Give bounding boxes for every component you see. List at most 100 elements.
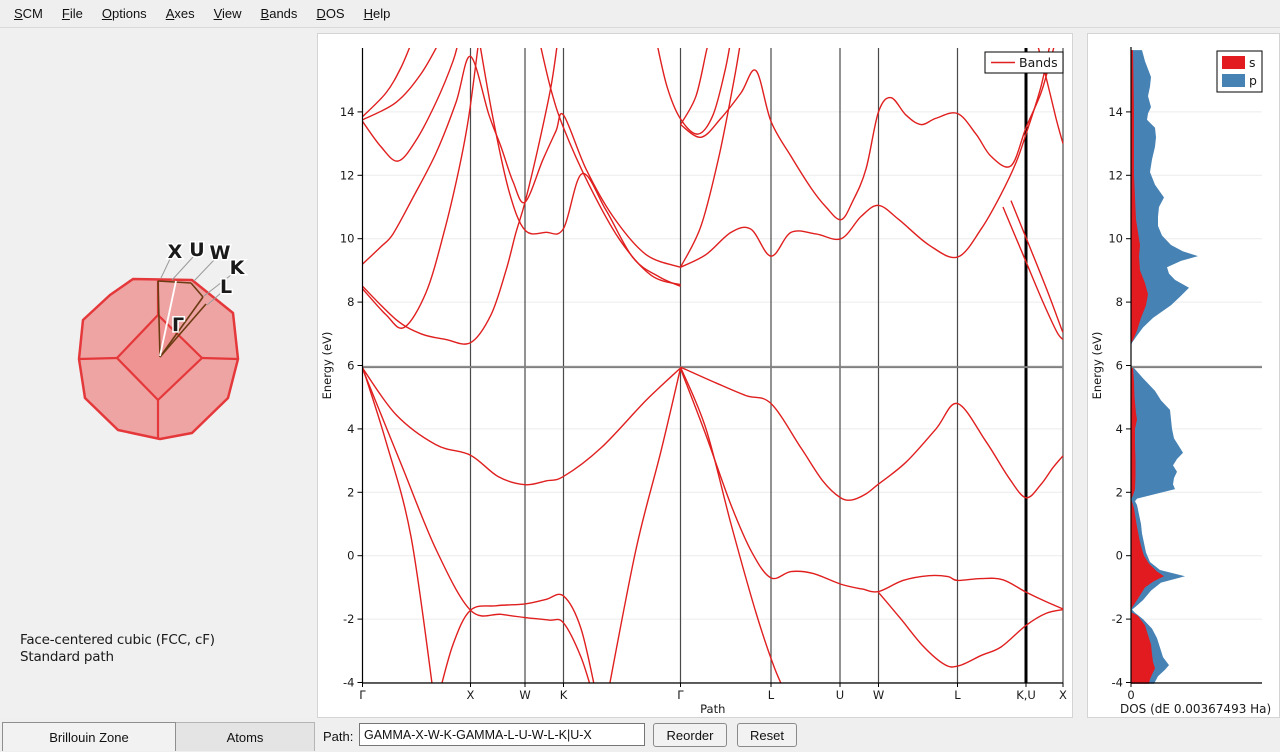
- dos-panel: 14 12 10 8 6 4 2 0 -2 -4 Energy (eV) 0 DOS (dE 0.003…: [1087, 33, 1280, 718]
- band-line: [680, 48, 1050, 268]
- band-plot-area: 14 12 10 8 6 4 2 0 -2 -4 Energy (eV) Γ X W K Γ L U W L K,U X P…: [320, 48, 1067, 716]
- svg-text:W: W: [873, 688, 884, 702]
- tab-atoms[interactable]: Atoms: [176, 722, 315, 751]
- band-structure-plot[interactable]: 14 12 10 8 6 4 2 0 -2 -4 Energy (eV) Γ X W K Γ L U W L K,U X P…: [318, 34, 1072, 717]
- dos-p-area: [1131, 50, 1198, 684]
- band-line: [362, 48, 458, 162]
- k-path-highlight-line: [159, 280, 177, 357]
- band-line: [680, 366, 1064, 501]
- svg-text:K: K: [560, 688, 568, 702]
- svg-text:4: 4: [347, 422, 354, 436]
- svg-text:12: 12: [1108, 168, 1123, 182]
- svg-text:p: p: [1249, 73, 1257, 88]
- svg-text:10: 10: [340, 232, 355, 246]
- dos-s-area: [1131, 50, 1164, 684]
- band-line: [1002, 206, 1064, 341]
- band-line: [362, 48, 479, 329]
- band-line: [362, 48, 558, 345]
- svg-text:Energy (eV): Energy (eV): [1090, 332, 1104, 400]
- svg-text:-2: -2: [1112, 612, 1123, 626]
- bz-label-L: L: [220, 276, 232, 298]
- svg-text:s: s: [1249, 55, 1256, 70]
- path-type-label: Standard path: [20, 649, 114, 665]
- svg-text:0: 0: [1116, 549, 1123, 563]
- k-path-line: [159, 303, 207, 358]
- svg-text:0: 0: [347, 549, 354, 563]
- band-line: [679, 368, 1064, 610]
- reset-button[interactable]: Reset: [737, 723, 797, 747]
- brillouin-zone-canvas[interactable]: X U WKL Γ: [0, 28, 317, 718]
- svg-text:-4: -4: [343, 676, 354, 690]
- band-structure-panel: 14 12 10 8 6 4 2 0 -2 -4 Energy (eV) Γ X W K Γ L U W L K,U X P…: [317, 33, 1073, 718]
- path-input[interactable]: [359, 723, 645, 746]
- band-line: [657, 48, 731, 135]
- band-line: [1010, 200, 1064, 333]
- band-lines: [362, 48, 1064, 683]
- svg-text:6: 6: [347, 359, 354, 373]
- svg-text:L: L: [954, 688, 961, 702]
- menu-item-scm[interactable]: SCM: [14, 6, 43, 21]
- band-line: [441, 593, 595, 683]
- svg-text:K,U: K,U: [1016, 688, 1036, 702]
- svg-text:Path: Path: [700, 702, 725, 716]
- tab-bar: Brillouin Zone Atoms: [0, 722, 317, 752]
- svg-text:8: 8: [1116, 295, 1123, 309]
- svg-text:14: 14: [340, 105, 355, 119]
- svg-text:10: 10: [1108, 232, 1123, 246]
- menu-item-options[interactable]: Options: [101, 6, 147, 21]
- bands-legend: Bands: [984, 51, 1064, 74]
- svg-text:2: 2: [1116, 485, 1123, 499]
- svg-text:L: L: [768, 688, 775, 702]
- dos-legend: sp: [1216, 50, 1263, 93]
- band-line: [609, 367, 682, 683]
- svg-text:14: 14: [1108, 105, 1123, 119]
- path-label: Path:: [323, 729, 354, 744]
- svg-text:-2: -2: [343, 612, 354, 626]
- band-line: [877, 592, 1064, 668]
- band-line: [362, 368, 591, 683]
- band-line: [362, 367, 681, 486]
- menu-bar: SCM File Options Axes View Bands DOS Help: [0, 0, 1280, 28]
- k-path-line: [159, 296, 204, 358]
- menu-item-file[interactable]: File: [61, 6, 83, 21]
- bz-label-X: X: [168, 241, 183, 263]
- tab-brillouin-zone[interactable]: Brillouin Zone: [2, 722, 176, 751]
- band-line: [679, 366, 782, 683]
- svg-text:2: 2: [347, 485, 354, 499]
- k-path-line: [157, 280, 161, 358]
- svg-text:W: W: [519, 688, 530, 702]
- svg-text:U: U: [836, 688, 844, 702]
- band-line: [679, 48, 708, 125]
- svg-text:Energy (eV): Energy (eV): [320, 332, 334, 400]
- bz-label-K: K: [230, 257, 246, 279]
- menu-item-help[interactable]: Help: [363, 6, 391, 21]
- svg-text:Γ: Γ: [677, 688, 684, 702]
- bz-label-Γ: Γ: [172, 314, 184, 336]
- svg-text:X: X: [467, 688, 475, 702]
- svg-text:12: 12: [340, 168, 355, 182]
- band-line: [479, 48, 681, 287]
- svg-text:DOS (dE 0.00367493 Ha): DOS (dE 0.00367493 Ha): [1120, 702, 1271, 716]
- menu-item-dos[interactable]: DOS: [316, 6, 345, 21]
- reorder-button[interactable]: Reorder: [653, 723, 727, 747]
- svg-text:8: 8: [347, 295, 354, 309]
- lattice-caption: Face-centered cubic (FCC, cF) Standard p…: [20, 632, 215, 666]
- bz-label-W: W: [210, 242, 231, 264]
- bz-silhouette: [77, 277, 240, 441]
- svg-text:4: 4: [1116, 422, 1123, 436]
- menu-item-bands[interactable]: Bands: [260, 6, 298, 21]
- bz-drawing: X U WKL Γ: [77, 238, 247, 441]
- bz-label-U: U: [189, 239, 204, 261]
- svg-text:Bands: Bands: [1019, 55, 1058, 70]
- band-line: [680, 48, 1055, 221]
- svg-text:-4: -4: [1112, 676, 1123, 690]
- svg-text:0: 0: [1127, 688, 1134, 702]
- band-line: [540, 48, 681, 286]
- menu-item-axes[interactable]: Axes: [165, 6, 195, 21]
- k-path-line: [157, 280, 192, 284]
- menu-item-view[interactable]: View: [213, 6, 242, 21]
